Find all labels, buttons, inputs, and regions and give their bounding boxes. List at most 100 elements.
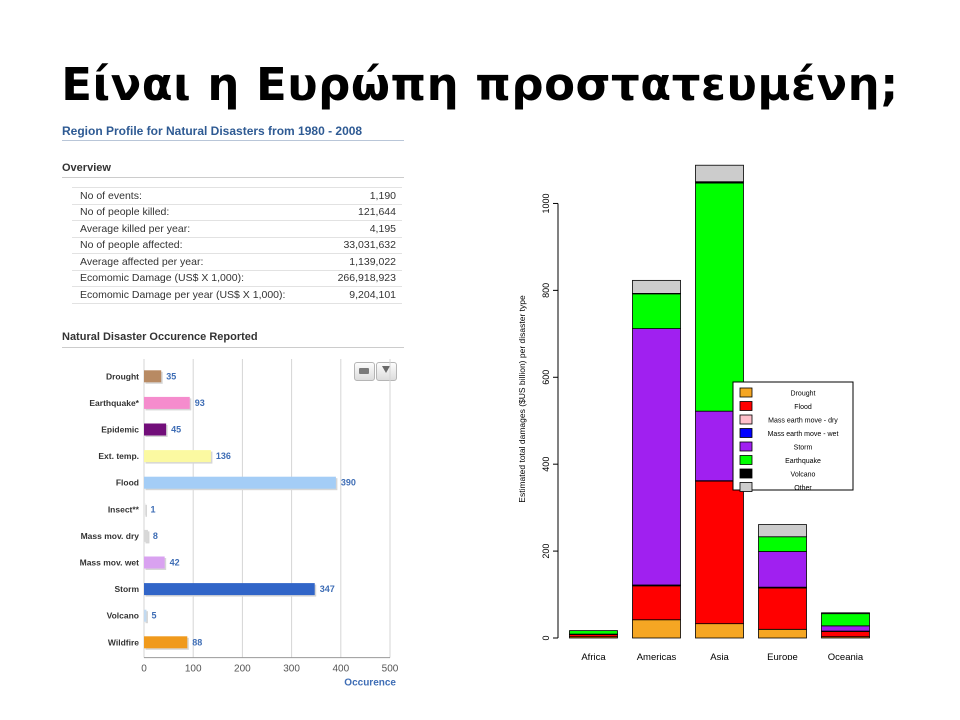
legend-label: Mass earth move - wet — [768, 431, 839, 438]
row-label: No of events: — [72, 187, 321, 205]
bar-shadow — [145, 504, 147, 517]
legend-swatch — [739, 387, 753, 398]
bar — [144, 529, 148, 542]
bar — [144, 503, 146, 516]
legend-label: Mass earth move - dry — [768, 418, 838, 425]
print-button[interactable] — [354, 362, 375, 381]
row-value: 4,195 — [320, 220, 402, 238]
bar-value-label: 42 — [170, 558, 180, 568]
legend-label: Volcano — [791, 472, 816, 479]
legend-swatch — [739, 401, 753, 411]
bar-segment — [821, 625, 870, 632]
x-tick-label: 400 — [332, 664, 349, 675]
legend-label: Earthquake — [785, 458, 821, 465]
category-label: Volcano — [107, 611, 139, 621]
x-category-label: Africa — [581, 652, 606, 660]
legend-label: Flood — [794, 404, 812, 411]
x-category-label: Oceania — [828, 652, 864, 660]
bar-segment — [632, 619, 681, 639]
download-button[interactable] — [376, 362, 397, 381]
x-category-label: Asia — [710, 652, 729, 660]
x-category-label: Americas — [637, 652, 677, 660]
row-label: Ecomomic Damage per year (US$ X 1,000): — [72, 286, 321, 304]
category-label: Wildfire — [108, 637, 139, 647]
x-category-label: Europe — [767, 652, 798, 660]
divider — [62, 177, 404, 178]
table-row: No of events: 1,190 — [72, 187, 402, 205]
y-tick-label: 1000 — [541, 193, 551, 213]
row-label: Average killed per year: — [72, 220, 321, 238]
row-label: No of people affected: — [72, 237, 321, 254]
bar — [144, 556, 165, 569]
legend-swatch — [739, 455, 753, 465]
bar-segment — [821, 613, 870, 627]
x-axis-title: Occurence — [344, 678, 396, 687]
bar-value-label: 45 — [171, 425, 181, 435]
bar-segment — [758, 551, 807, 588]
legend-swatch — [739, 414, 753, 425]
bar-segment — [758, 587, 807, 630]
table-row: Ecomomic Damage per year (US$ X 1,000): 9… — [72, 286, 402, 304]
table-row: Ecomomic Damage (US$ X 1,000): 266,918,92… — [72, 270, 402, 287]
bar-segment — [695, 480, 744, 625]
x-tick-label: 0 — [141, 664, 147, 675]
bar-segment — [695, 623, 744, 639]
row-value: 1,190 — [320, 187, 402, 205]
table-row: Average affected per year: 1,139,022 — [72, 253, 402, 271]
damages-stacked-bar-chart: 0 200 400 600 800 1000 Estimated total damages… — [517, 164, 870, 660]
bar-segment — [758, 524, 807, 538]
bar — [144, 636, 188, 649]
y-tick-label: 200 — [541, 544, 551, 559]
x-tick-label: 100 — [185, 664, 202, 675]
bar-shadow — [145, 611, 148, 624]
legend-label: Drought — [791, 391, 816, 398]
legend-box — [732, 381, 854, 491]
bar-segment — [632, 328, 681, 586]
bar-value-label: 8 — [153, 531, 158, 541]
category-label: Earthquake* — [89, 398, 139, 408]
bar-segment — [632, 293, 681, 330]
bar — [144, 450, 211, 463]
row-value: 1,139,022 — [320, 253, 402, 271]
table-row: No of people killed: 121,644 — [72, 204, 402, 221]
table-row: Average killed per year: 4,195 — [72, 220, 402, 238]
overview-table: No of events: 1,190 No of people killed: 1… — [72, 187, 402, 304]
region-profile-title: Region Profile for Natural Disasters fro… — [62, 124, 363, 138]
row-label: Ecomomic Damage (US$ X 1,000): — [72, 270, 321, 287]
slide-title: Είναι η Ευρώπη προστατευμένη; — [61, 58, 899, 111]
category-label: Drought — [106, 371, 139, 381]
bar — [144, 396, 190, 409]
bar-segment — [695, 182, 744, 412]
bar-segment — [821, 631, 870, 638]
occurrence-chart-heading: Natural Disaster Occurence Reported — [62, 331, 258, 343]
row-value: 266,918,923 — [320, 270, 402, 287]
divider — [62, 140, 404, 141]
bar-value-label: 88 — [192, 637, 202, 647]
bar-value-label: 390 — [341, 478, 356, 488]
category-label: Epidemic — [101, 425, 139, 435]
bar — [144, 476, 336, 489]
legend-swatch — [739, 482, 753, 492]
bar — [144, 583, 315, 596]
bar-value-label: 93 — [195, 398, 205, 408]
bar-segment — [758, 536, 807, 552]
category-label: Flood — [116, 478, 139, 488]
bar-segment — [695, 164, 744, 183]
table-row: No of people affected: 33,031,632 — [72, 237, 402, 254]
row-value: 121,644 — [320, 204, 402, 221]
bar-value-label: 5 — [151, 611, 156, 621]
row-value: 9,204,101 — [320, 286, 402, 304]
legend-swatch — [739, 468, 753, 479]
y-tick-label: 600 — [541, 370, 551, 385]
category-label: Mass mov. dry — [81, 531, 140, 541]
row-label: No of people killed: — [72, 204, 321, 221]
y-tick-label: 0 — [541, 635, 551, 640]
legend-label: Other — [794, 485, 812, 492]
bar-value-label: 35 — [166, 371, 176, 381]
legend-label: Storm — [794, 445, 813, 452]
legend-swatch — [739, 428, 753, 438]
category-label: Insect** — [108, 504, 140, 514]
bar — [144, 370, 162, 383]
y-tick-label: 400 — [541, 457, 551, 472]
bar-segment — [632, 585, 681, 621]
